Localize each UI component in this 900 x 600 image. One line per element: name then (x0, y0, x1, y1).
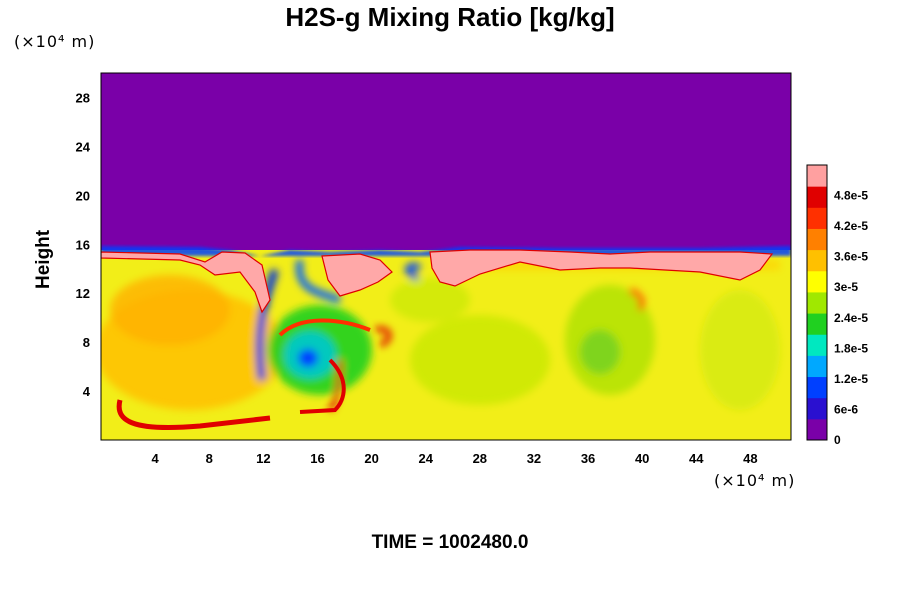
x-tick-label: 48 (743, 451, 757, 466)
colorbar-swatch (807, 291, 827, 314)
y-tick-label: 12 (76, 286, 90, 301)
colorbar-frame (806, 164, 828, 441)
red-arc (116, 399, 271, 431)
colorbar-label: 4.8e-5 (834, 189, 868, 203)
x-axis-ticks: 4 8 12 16 20 24 28 32 36 40 44 48 (152, 451, 758, 466)
colorbar-label: 3.6e-5 (834, 250, 868, 264)
x-tick-label: 32 (527, 451, 541, 466)
colorbar-label: 1.2e-5 (834, 372, 868, 386)
y-tick-label: 20 (76, 188, 90, 203)
x-tick-label: 20 (364, 451, 378, 466)
chart-title: H2S-g Mixing Ratio [kg/kg] (285, 2, 615, 32)
y-tick-label: 4 (83, 384, 91, 399)
x-tick-label: 44 (689, 451, 704, 466)
y-tick-label: 24 (76, 139, 91, 154)
time-label: TIME = 1002480.0 (371, 532, 529, 553)
x-tick-label: 28 (473, 451, 487, 466)
colorbar-labels: 0 6e-6 1.2e-5 1.8e-5 2.4e-5 3e-5 3.6e-5 4.2e-5 4… (834, 189, 868, 447)
colorbar-swatch (807, 313, 827, 335)
plot-frame (100, 72, 792, 441)
colorbar-swatch (807, 418, 827, 441)
pink-plume (429, 249, 774, 287)
x-tick-label: 16 (310, 451, 324, 466)
y-axis-ticks: 4 8 12 16 20 24 28 (76, 90, 91, 399)
upper-layer-region (101, 73, 791, 253)
red-arc (278, 318, 371, 337)
colorbar-label: 3e-5 (834, 280, 858, 294)
pink-plume (321, 253, 393, 297)
field-texture (101, 259, 780, 412)
colorbar-label: 6e-6 (834, 402, 858, 416)
colorbar-swatch (807, 334, 827, 356)
colorbar-label: 4.2e-5 (834, 219, 868, 233)
x-tick-label: 8 (206, 451, 213, 466)
colorbar-swatch (807, 376, 827, 399)
colorbar-swatch (807, 270, 827, 293)
x-tick-label: 40 (635, 451, 649, 466)
colorbar-label: 0 (834, 433, 841, 447)
colorbar-label: 1.8e-5 (834, 341, 868, 355)
y-tick-label: 28 (76, 90, 90, 105)
colorbar-label: 2.4e-5 (834, 311, 868, 325)
x-tick-label: 24 (418, 451, 433, 466)
x-tick-label: 4 (152, 451, 160, 466)
y-tick-label: 16 (76, 237, 90, 252)
red-arc (299, 358, 346, 414)
colorbar-swatch (807, 165, 827, 187)
heatmap-field (101, 73, 791, 440)
y-tick-label: 8 (83, 335, 90, 350)
colorbar-swatch (807, 249, 827, 272)
colorbar-swatch (807, 355, 827, 378)
colorbar-swatch (807, 228, 827, 251)
x-tick-label: 36 (581, 451, 595, 466)
pink-plume (101, 251, 271, 314)
x-axis-unit: (×10⁴ m) (714, 471, 796, 490)
y-axis-unit: (×10⁴ m) (14, 32, 96, 51)
colorbar-swatch (807, 397, 827, 420)
colorbar-swatch (807, 186, 827, 208)
colorbar-swatch (807, 207, 827, 229)
x-tick-label: 12 (256, 451, 270, 466)
colorbar (806, 164, 828, 441)
